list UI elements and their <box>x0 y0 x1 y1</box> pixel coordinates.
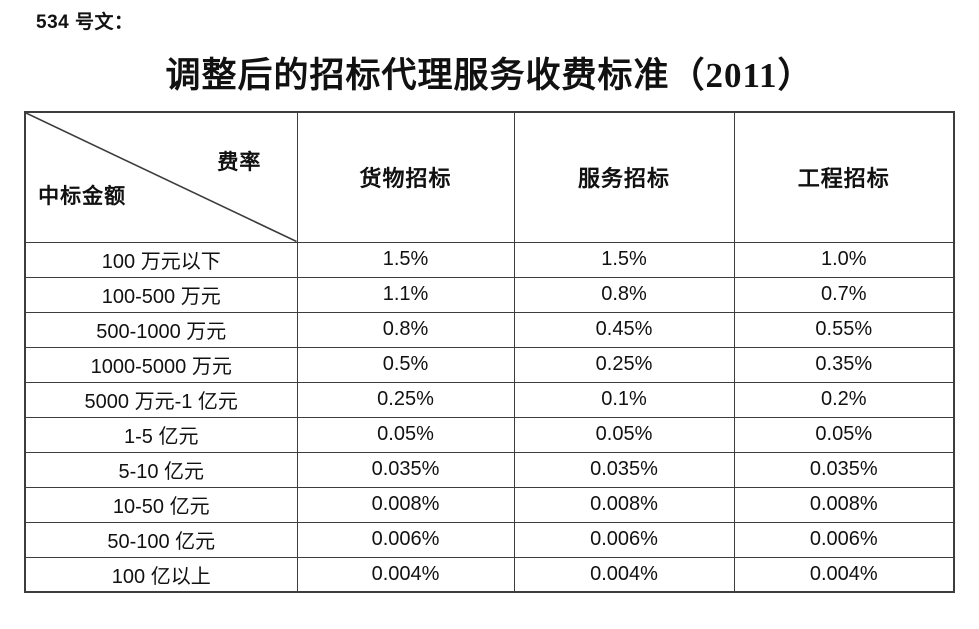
column-header-services-tender: 服务招标 <box>513 111 735 243</box>
rate-cell-services: 0.006% <box>513 521 735 558</box>
rate-cell-works: 0.035% <box>733 451 955 488</box>
rate-cell-services: 0.004% <box>513 556 735 593</box>
row-amount-cell: 10-50 亿元 <box>24 486 298 523</box>
rate-cell-services: 0.1% <box>513 381 735 418</box>
table-row: 500-1000 万元 0.8% 0.45% 0.55% <box>24 311 955 348</box>
rate-cell-goods: 1.5% <box>296 241 515 278</box>
fee-table-body: 100 万元以下 1.5% 1.5% 1.0% 100-500 万元 1.1% 0.8% 0.… <box>24 241 955 593</box>
rate-cell-services: 0.8% <box>513 276 735 313</box>
rate-cell-services: 1.5% <box>513 241 735 278</box>
rate-cell-goods: 0.5% <box>296 346 515 383</box>
table-row: 50-100 亿元 0.006% 0.006% 0.006% <box>24 521 955 558</box>
rate-cell-services: 0.45% <box>513 311 735 348</box>
doc-number-label: 534 号文： <box>36 12 134 33</box>
rate-cell-services: 0.25% <box>513 346 735 383</box>
fee-table: 费率 中标金额 货物招标 服务招标 工程招标 100 万元以下 1.5% 1.5% 1… <box>24 111 955 593</box>
table-row: 5-10 亿元 0.035% 0.035% 0.035% <box>24 451 955 488</box>
rate-cell-works: 0.006% <box>733 521 955 558</box>
rate-cell-works: 0.2% <box>733 381 955 418</box>
diagonal-header-cell: 费率 中标金额 <box>24 111 298 243</box>
diagonal-line <box>26 113 297 242</box>
table-row: 1000-5000 万元 0.5% 0.25% 0.35% <box>24 346 955 383</box>
row-amount-cell: 50-100 亿元 <box>24 521 298 558</box>
column-header-goods-tender: 货物招标 <box>296 111 515 243</box>
row-amount-cell: 5000 万元-1 亿元 <box>24 381 298 418</box>
corner-label-amount: 中标金额 <box>38 183 127 208</box>
row-amount-cell: 100-500 万元 <box>24 276 298 313</box>
rate-cell-works: 0.35% <box>733 346 955 383</box>
rate-cell-works: 0.004% <box>733 556 955 593</box>
column-header-works-tender: 工程招标 <box>733 111 955 243</box>
corner-label-rate: 费率 <box>217 150 262 175</box>
row-amount-cell: 100 万元以下 <box>24 241 298 278</box>
rate-cell-works: 0.7% <box>733 276 955 313</box>
rate-cell-works: 1.0% <box>733 241 955 278</box>
rate-cell-works: 0.55% <box>733 311 955 348</box>
table-row: 100-500 万元 1.1% 0.8% 0.7% <box>24 276 955 313</box>
rate-cell-goods: 0.006% <box>296 521 515 558</box>
rate-cell-services: 0.05% <box>513 416 735 453</box>
table-row: 100 万元以下 1.5% 1.5% 1.0% <box>24 241 955 278</box>
row-amount-cell: 1-5 亿元 <box>24 416 298 453</box>
page-title: 调整后的招标代理服务收费标准（2011） <box>165 56 814 95</box>
rate-cell-services: 0.035% <box>513 451 735 488</box>
rate-cell-goods: 1.1% <box>296 276 515 313</box>
rate-cell-goods: 0.05% <box>296 416 515 453</box>
rate-cell-goods: 0.004% <box>296 556 515 593</box>
row-amount-cell: 100 亿以上 <box>24 556 298 593</box>
rate-cell-services: 0.008% <box>513 486 735 523</box>
row-amount-cell: 5-10 亿元 <box>24 451 298 488</box>
table-header-row: 费率 中标金额 货物招标 服务招标 工程招标 <box>24 111 955 243</box>
table-row: 100 亿以上 0.004% 0.004% 0.004% <box>24 556 955 593</box>
rate-cell-goods: 0.008% <box>296 486 515 523</box>
rate-cell-works: 0.008% <box>733 486 955 523</box>
rate-cell-goods: 0.035% <box>296 451 515 488</box>
rate-cell-goods: 0.8% <box>296 311 515 348</box>
rate-cell-goods: 0.25% <box>296 381 515 418</box>
row-amount-cell: 1000-5000 万元 <box>24 346 298 383</box>
row-amount-cell: 500-1000 万元 <box>24 311 298 348</box>
rate-cell-works: 0.05% <box>733 416 955 453</box>
table-row: 5000 万元-1 亿元 0.25% 0.1% 0.2% <box>24 381 955 418</box>
table-row: 10-50 亿元 0.008% 0.008% 0.008% <box>24 486 955 523</box>
table-row: 1-5 亿元 0.05% 0.05% 0.05% <box>24 416 955 453</box>
